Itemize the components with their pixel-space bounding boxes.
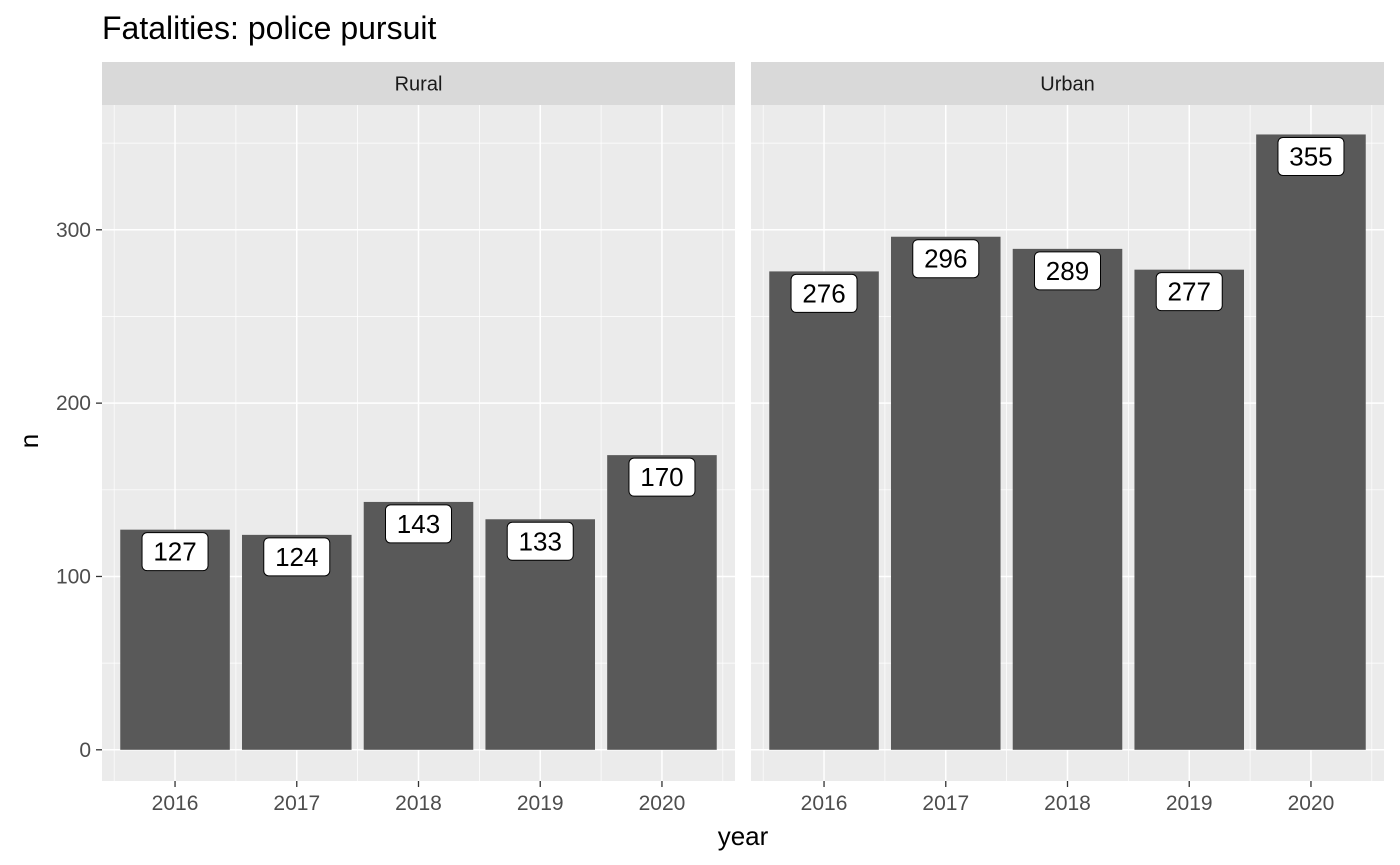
- x-tick-label: 2016: [801, 792, 848, 815]
- bar: [769, 271, 879, 750]
- x-tick-label: 2018: [395, 792, 442, 815]
- y-tick-label: 0: [79, 739, 91, 762]
- value-label-box: [1277, 136, 1345, 176]
- value-label: 355: [1289, 141, 1332, 171]
- value-label: 277: [1168, 277, 1211, 307]
- value-label-box: [1034, 251, 1101, 291]
- facet-strip: [751, 62, 1384, 105]
- facet-strip: [102, 62, 735, 105]
- value-label-box: [912, 239, 980, 279]
- x-tick-label: 2019: [1166, 792, 1213, 815]
- bar: [1134, 269, 1245, 750]
- y-tick-label: 300: [56, 219, 91, 242]
- value-label-box: [263, 537, 331, 577]
- value-label-box: [1155, 272, 1223, 312]
- value-label: 170: [640, 462, 683, 492]
- y-tick-label: 100: [56, 565, 91, 588]
- x-tick-label: 2017: [273, 792, 320, 815]
- value-label: 143: [397, 509, 440, 539]
- y-tick-label: 200: [56, 392, 91, 415]
- value-label-box: [385, 504, 452, 544]
- value-label-box: [141, 532, 209, 572]
- chart-title: Fatalities: police pursuit: [102, 10, 436, 46]
- x-tick-label: 2020: [1288, 792, 1335, 815]
- x-tick-label: 2017: [922, 792, 969, 815]
- facet-strip-label: Urban: [1040, 74, 1094, 96]
- x-tick-label: 2020: [639, 792, 686, 815]
- bar: [1256, 134, 1366, 750]
- x-axis-title: year: [718, 821, 769, 851]
- value-label-box: [628, 457, 696, 497]
- x-tick-label: 2018: [1044, 792, 1091, 815]
- bar: [890, 236, 1001, 750]
- value-label: 296: [924, 244, 967, 274]
- bar: [607, 455, 717, 750]
- value-label: 276: [802, 278, 845, 308]
- bar: [1012, 248, 1123, 750]
- value-label: 127: [153, 537, 196, 567]
- value-label: 124: [275, 542, 318, 572]
- x-tick-label: 2016: [152, 792, 199, 815]
- y-axis-title: n: [14, 434, 44, 448]
- value-label-box: [790, 273, 858, 313]
- value-label: 289: [1046, 256, 1089, 286]
- facet-strip-label: Rural: [395, 74, 443, 96]
- x-tick-label: 2019: [517, 792, 564, 815]
- value-label: 133: [519, 526, 562, 556]
- value-label-box: [506, 521, 574, 561]
